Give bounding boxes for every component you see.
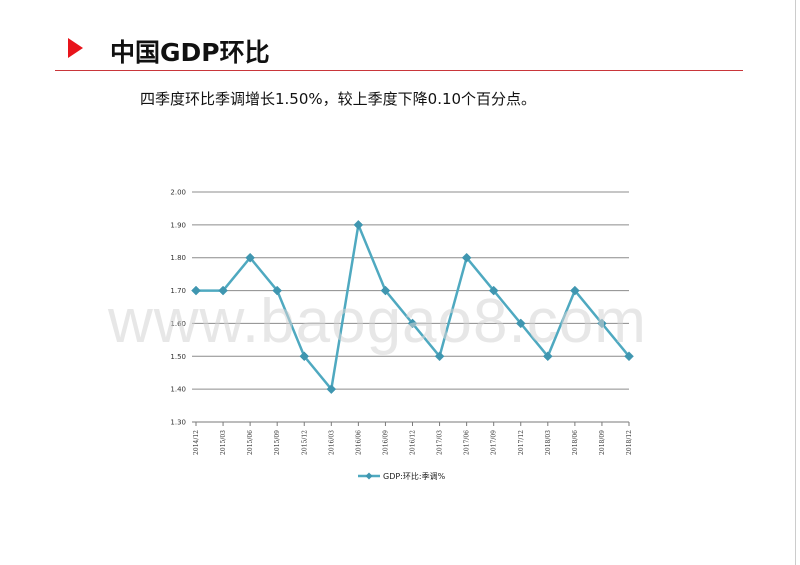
y-tick-label: 1.90 — [170, 221, 186, 229]
x-tick-label: 2018/12 — [626, 430, 633, 455]
page-title: 中国GDP环比 — [110, 38, 270, 67]
x-tick-label: 2017/09 — [491, 430, 498, 455]
data-point — [380, 285, 391, 296]
x-tick-label: 2017/03 — [437, 430, 444, 455]
x-tick-label: 2018/09 — [599, 430, 606, 455]
data-point — [245, 252, 255, 263]
slide-edge — [795, 0, 796, 565]
legend-marker — [365, 472, 373, 480]
title-arrow-icon — [68, 38, 83, 58]
x-tick-label: 2015/09 — [274, 430, 281, 455]
y-tick-label: 1.50 — [170, 353, 186, 361]
data-point — [570, 285, 580, 296]
data-point — [272, 285, 283, 296]
data-point — [597, 318, 607, 329]
x-tick-label: 2016/03 — [328, 430, 335, 455]
x-tick-label: 2015/12 — [301, 430, 308, 455]
x-tick-label: 2016/09 — [382, 430, 389, 455]
y-tick-label: 1.30 — [170, 419, 186, 427]
series-line — [196, 220, 630, 393]
data-point — [515, 318, 526, 329]
x-tick-label: 2018/03 — [545, 430, 552, 455]
data-point — [299, 351, 310, 362]
y-tick-label: 1.40 — [170, 386, 186, 394]
x-tick-label: 2015/06 — [247, 430, 254, 455]
x-tick-label: 2015/03 — [220, 430, 227, 455]
y-tick-label: 1.80 — [170, 254, 186, 262]
data-point — [191, 285, 201, 296]
data-point — [407, 318, 418, 329]
legend-label: GDP:环比:季调% — [383, 471, 446, 481]
data-point — [488, 285, 499, 296]
y-tick-label: 1.70 — [170, 287, 186, 295]
x-tick-label: 2018/06 — [572, 430, 579, 455]
y-tick-label: 2.00 — [170, 189, 186, 197]
data-point — [326, 384, 337, 394]
x-tick-label: 2016/12 — [410, 430, 417, 455]
x-tick-label: 2014/12 — [193, 430, 200, 455]
data-point — [353, 220, 364, 230]
data-point — [218, 285, 228, 296]
x-tick-label: 2016/06 — [355, 430, 362, 455]
summary-text: 四季度环比季调增长1.50%，较上季度下降0.10个百分点。 — [140, 90, 537, 108]
data-point — [434, 351, 445, 362]
data-point — [624, 351, 634, 362]
x-tick-label: 2017/12 — [518, 430, 525, 455]
x-tick-label: 2017/06 — [464, 430, 471, 455]
y-tick-label: 1.60 — [170, 320, 186, 328]
data-point — [461, 252, 472, 263]
data-point — [542, 351, 553, 362]
title-divider — [55, 70, 743, 71]
